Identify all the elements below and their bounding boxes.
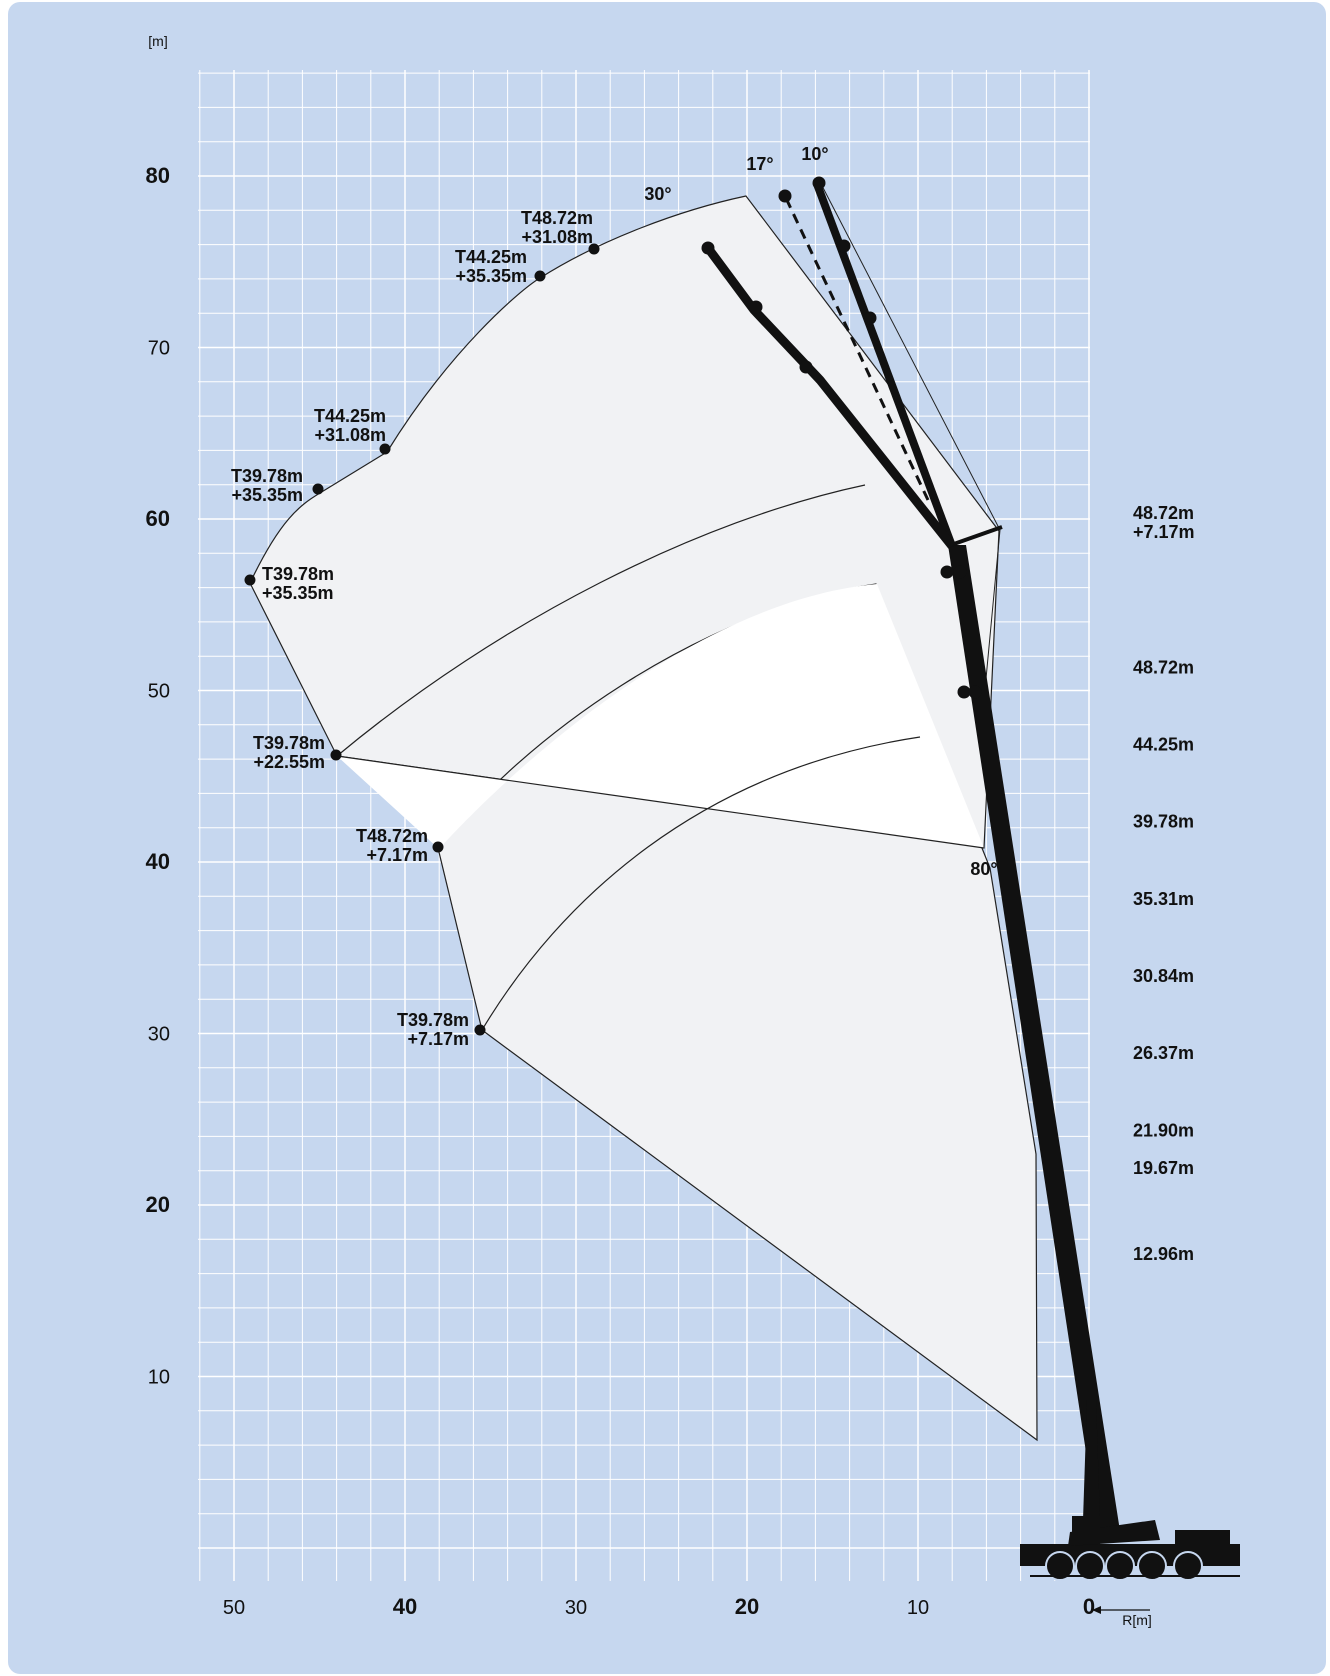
crane-silhouette <box>1020 1400 1240 1581</box>
boom-joint <box>749 300 763 314</box>
x-tick-label-4: 10 <box>907 1597 929 1619</box>
angle-label-2: 10° <box>801 144 828 164</box>
angle-label-3: 80° <box>970 859 997 879</box>
boom-length-label-5: 30.84m <box>1133 966 1194 986</box>
envelope-point-4 <box>244 574 256 586</box>
point-label-6-line1: T48.72m <box>356 826 428 846</box>
x-tick-label-1: 40 <box>393 1594 417 1619</box>
boom-joint <box>837 239 851 253</box>
boom-length-label-4: 35.31m <box>1133 889 1194 909</box>
luffing-cylinder <box>1083 1400 1100 1520</box>
point-label-6-line2: +7.17m <box>366 845 428 865</box>
envelope-overlap-white <box>337 584 984 849</box>
boom-length-label-7: 21.90m <box>1133 1120 1194 1140</box>
point-label-2-line2: +31.08m <box>314 425 386 445</box>
point-label-5-line1: T39.78m <box>253 733 325 753</box>
wheel <box>1137 1551 1167 1581</box>
working-range-envelopes <box>249 177 1038 1442</box>
y-unit-label: [m] <box>148 33 167 49</box>
point-label-4-line1: T39.78m <box>262 564 334 584</box>
wheel <box>1045 1551 1075 1581</box>
boom-length-label-2: 44.25m <box>1133 735 1194 755</box>
x-tick-label-0: 50 <box>223 1597 245 1619</box>
boom-length-label-8: 19.67m <box>1133 1158 1194 1178</box>
boom-joint <box>812 176 826 190</box>
envelope-point-2 <box>379 443 391 455</box>
x-unit-label: R[m] <box>1122 1612 1152 1628</box>
boom-length-sub-0: +7.17m <box>1133 522 1195 542</box>
point-label-3-line2: +35.35m <box>231 485 303 505</box>
arc-lower <box>481 736 921 1031</box>
y-tick-label-4: 40 <box>146 849 170 874</box>
x-tick-label-5: 0 <box>1083 1594 1095 1619</box>
point-label-1-line1: T44.25m <box>455 247 527 267</box>
x-tick-label-2: 30 <box>565 1597 587 1619</box>
boom-joint <box>957 685 971 699</box>
x-tick-label-3: 20 <box>735 1594 759 1619</box>
point-label-1-line2: +35.35m <box>455 266 527 286</box>
main-boom <box>948 545 1120 1531</box>
envelope-point-3 <box>312 483 324 495</box>
boom-length-label-9: 12.96m <box>1133 1244 1194 1264</box>
point-label-7-line1: T39.78m <box>397 1010 469 1030</box>
envelope-point-5 <box>330 749 342 761</box>
point-label-7-line2: +7.17m <box>407 1029 469 1049</box>
boom-length-label-3: 39.78m <box>1133 812 1194 832</box>
boom-length-label-0: 48.72m <box>1133 503 1194 523</box>
envelope-point-0 <box>588 243 600 255</box>
wheel <box>1105 1551 1135 1581</box>
y-tick-label-0: 80 <box>146 163 170 188</box>
boom-length-label-1: 48.72m <box>1133 657 1194 677</box>
angle-label-0: 30° <box>644 184 671 204</box>
boom-joint <box>863 311 877 325</box>
y-tick-label-6: 20 <box>146 1192 170 1217</box>
y-tick-label-7: 10 <box>148 1367 170 1389</box>
operator-cab <box>1072 1516 1100 1544</box>
point-label-0-line2: +31.08m <box>521 227 593 247</box>
y-tick-label-5: 30 <box>148 1024 170 1046</box>
boom-length-label-6: 26.37m <box>1133 1043 1194 1063</box>
edge-lower <box>336 755 985 849</box>
boom-lines <box>701 176 1120 1531</box>
angle-label-1: 17° <box>746 154 773 174</box>
y-tick-label-2: 60 <box>146 506 170 531</box>
point-label-4-line2: +35.35m <box>262 583 334 603</box>
boom-joint <box>968 685 982 699</box>
boom-head <box>950 525 1003 547</box>
envelope-point-7 <box>474 1024 486 1036</box>
jib-envelope <box>817 177 1001 701</box>
boom-joint <box>799 360 813 374</box>
point-label-2-line1: T44.25m <box>314 406 386 426</box>
y-tick-label-3: 50 <box>148 681 170 703</box>
jib-30 <box>704 245 956 549</box>
arc-upper <box>336 484 866 757</box>
boom-joint <box>701 241 715 255</box>
y-tick-label-1: 70 <box>148 338 170 360</box>
point-label-5-line2: +22.55m <box>253 752 325 772</box>
point-label-3-line1: T39.78m <box>231 466 303 486</box>
wheel <box>1075 1551 1105 1581</box>
carrier-cab <box>1175 1530 1230 1550</box>
boom-joint <box>940 565 954 579</box>
wheel <box>1173 1551 1203 1581</box>
x-unit-arrowhead <box>1092 1606 1101 1614</box>
point-label-0-line1: T48.72m <box>521 208 593 228</box>
envelope-point-6 <box>432 841 444 853</box>
boom-joint <box>953 565 967 579</box>
jib-17-dashed <box>783 195 930 501</box>
envelope-point-1 <box>534 270 546 282</box>
boom-joint <box>778 189 792 203</box>
labels: 50 40 30 20 10 0 80 70 60 50 40 30 20 10 [m] R[m] 30° 17°… <box>146 33 1195 1628</box>
